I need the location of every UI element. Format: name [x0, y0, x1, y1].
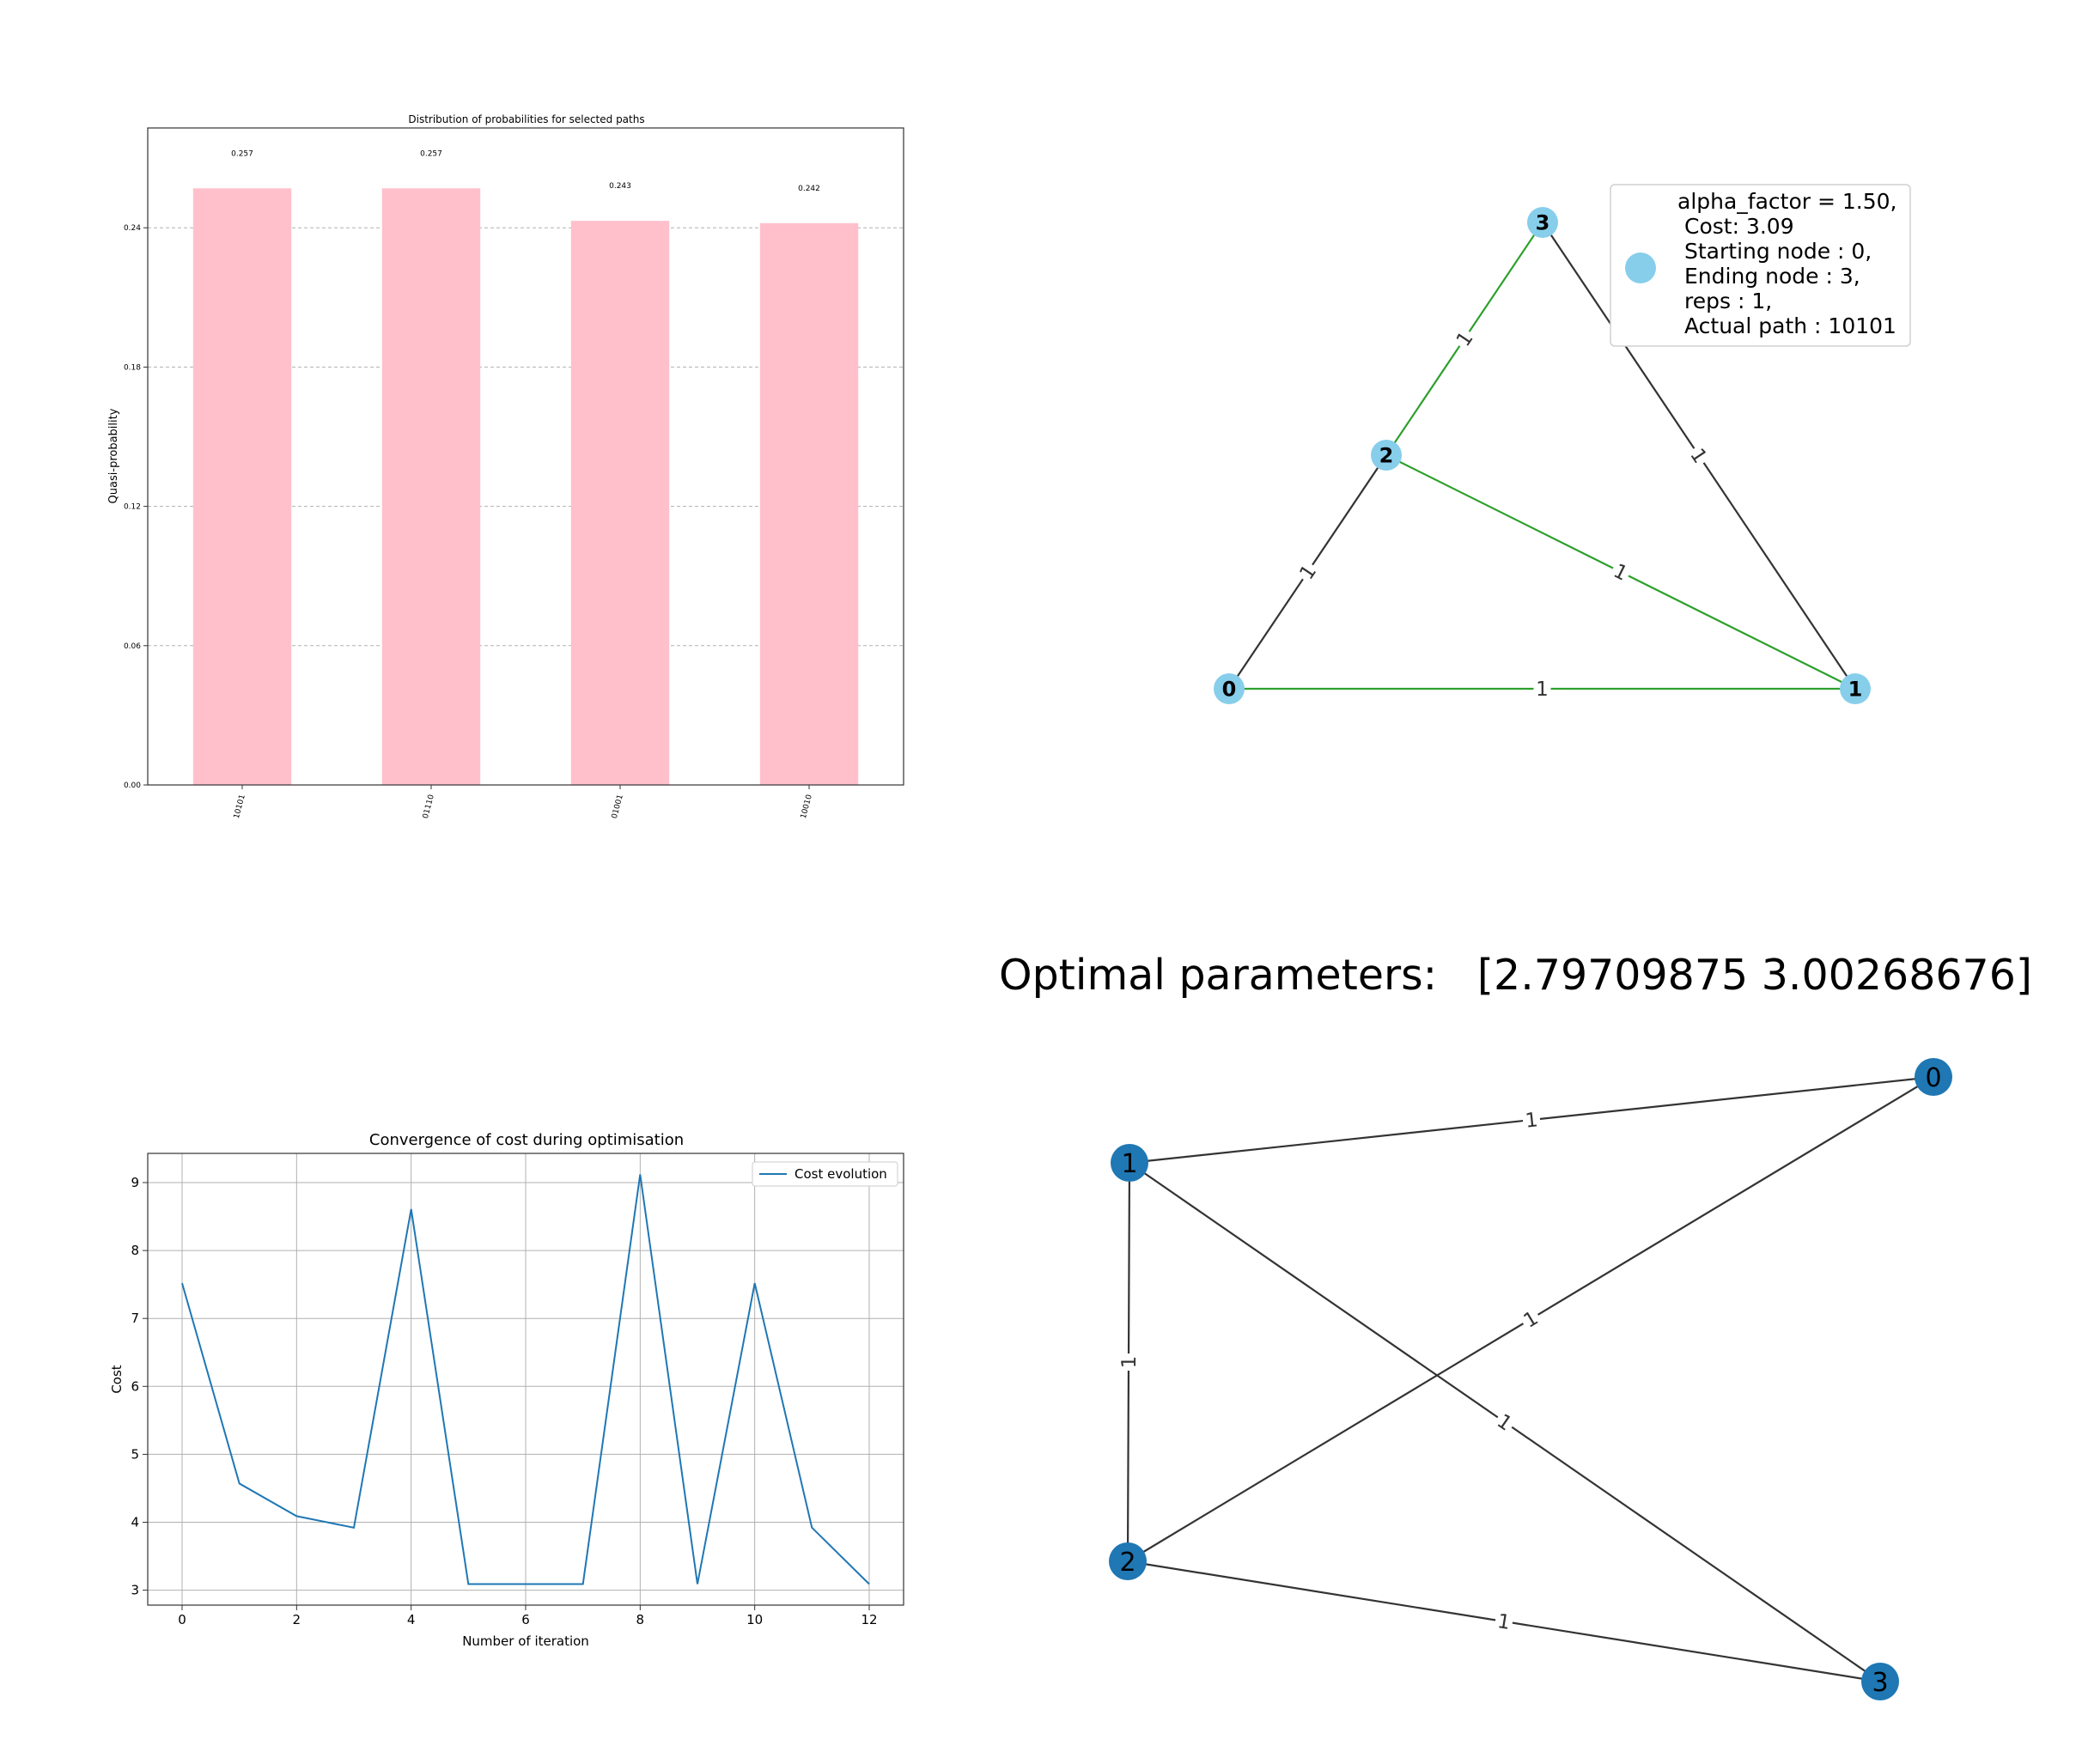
graph-legend-line: Cost: 3.09: [1684, 214, 1794, 239]
line-y-tick-label: 7: [131, 1311, 139, 1326]
graph-top-legend: alpha_factor = 1.50, Cost: 3.09 Starting…: [1610, 184, 1911, 347]
graph-node: [1840, 673, 1871, 704]
line-x-tick-label: 6: [521, 1612, 530, 1627]
bar-x-tick-label: 10101: [233, 794, 247, 819]
bar-x-tick-label: 01001: [611, 794, 625, 819]
graph-edge-label-bg: [1608, 557, 1634, 587]
legend-box: [752, 1161, 898, 1187]
line-y-tick-label: 5: [131, 1446, 139, 1462]
graph-bottom-edges: [1126, 1075, 1934, 1683]
graph-edge-label-bg: [1294, 558, 1322, 586]
graph-legend-line: alpha_factor = 1.50,: [1677, 189, 1897, 214]
bar: [570, 221, 670, 785]
line-x-tick-label: 4: [407, 1612, 416, 1627]
graph-edge-label-bg: [1450, 325, 1479, 353]
line-x-tick-label: 0: [178, 1612, 186, 1627]
graph-node: [1214, 673, 1245, 704]
bar: [759, 222, 859, 785]
graph-node-label: 1: [1848, 678, 1863, 702]
graph-edge-label-bg: [1117, 1353, 1141, 1372]
weighted-graph-top: 11 111 0 123 alpha_factor = 1.50, Cost: 3.…: [1214, 184, 1911, 704]
bar-chart-y-ticks: 0.00 0.06 0.12 0.18 0.24: [124, 224, 148, 790]
graph-edge-weight-label: 1: [1118, 1356, 1141, 1369]
graph-edge-label-bg: [1684, 441, 1714, 470]
line-x-tick-label: 10: [746, 1612, 763, 1627]
bar-chart-title: Distribution of probabilities for select…: [408, 113, 644, 125]
line-chart-panel: Convergence of cost during optimisation …: [109, 1131, 904, 1649]
line-chart-xlabel: Number of iteration: [462, 1633, 589, 1649]
line-y-tick-label: 8: [131, 1243, 139, 1258]
graph-bottom-nodes: 0 1 2 3: [1109, 1058, 1952, 1700]
graph-legend-box: [1610, 184, 1911, 347]
bar-x-tick-label: 10010: [800, 794, 814, 820]
line-chart-legend: Cost evolution: [752, 1161, 898, 1187]
graph-legend-line: Ending node : 3,: [1684, 264, 1860, 289]
graph-node: [1915, 1058, 1952, 1096]
graph-node-label: 3: [1536, 211, 1550, 235]
graph-edge-weight-label: 1: [1536, 678, 1549, 701]
graph-top-nodes: 0 1 2 3: [1214, 207, 1871, 704]
graph-node: [1861, 1663, 1899, 1700]
line-x-tick-label: 8: [636, 1612, 645, 1627]
graph-node-label: 0: [1222, 678, 1237, 702]
graph-edge-weight-label: 1: [1524, 1109, 1538, 1132]
graph-edge-label-bg: [1491, 1408, 1519, 1437]
line-x-tick-label: 12: [861, 1612, 877, 1627]
bar-y-tick-label: 0.24: [124, 224, 141, 233]
bar-value-label: 0.242: [798, 185, 820, 193]
bar-value-label: 0.257: [231, 149, 253, 158]
line-y-tick-label: 3: [131, 1583, 139, 1598]
cost-evolution-line: [181, 1174, 870, 1585]
bar: [192, 188, 292, 785]
bar-y-tick-label: 0.12: [124, 503, 141, 512]
bar-x-tick-label: 01110: [422, 794, 436, 820]
bar-chart-ylabel: Quasi-probability: [107, 408, 120, 503]
graph-legend-marker: [1625, 252, 1656, 283]
bar-y-tick-label: 0.00: [124, 782, 141, 790]
line-chart-x-ticks: 0 2 4 6 8 10 12: [178, 1605, 878, 1627]
line-x-tick-label: 2: [293, 1612, 301, 1627]
line-chart-grid: [148, 1153, 904, 1605]
graph-node: [1371, 440, 1402, 471]
bar-chart-x-ticks: 10101 01110 01001 10010: [233, 785, 814, 819]
line-chart-ylabel: Cost: [109, 1365, 125, 1393]
line-y-tick-label: 6: [131, 1378, 139, 1394]
line-y-tick-label: 4: [131, 1515, 139, 1530]
graph-legend-line: Starting node : 0,: [1684, 239, 1872, 264]
graph-node: [1109, 1542, 1147, 1580]
graph-node-label: 3: [1872, 1668, 1888, 1698]
graph-legend-line: reps : 1,: [1684, 289, 1772, 313]
line-chart-y-ticks: 3 4 5 6 7 8 9: [131, 1175, 148, 1598]
graph-edge-weight-label: 1: [1496, 1610, 1513, 1634]
graph-node-label: 1: [1121, 1149, 1137, 1179]
bar-chart-bars: [192, 188, 859, 785]
bar-value-labels: 0.257 0.257 0.243 0.242: [231, 149, 820, 193]
graph-node-label: 0: [1925, 1063, 1941, 1093]
line-chart-title: Convergence of cost during optimisation: [369, 1131, 684, 1149]
legend-label: Cost evolution: [794, 1166, 887, 1182]
graph-edge-label-bg: [1533, 678, 1551, 700]
graph-edge-label-bg: [1521, 1108, 1542, 1132]
line-y-tick-label: 9: [131, 1175, 139, 1190]
optimal-parameters-label: Optimal parameters: [2.79709875 3.002686…: [999, 951, 2032, 1000]
bar: [381, 188, 481, 785]
bar-chart-frame: [147, 127, 904, 786]
bar-value-label: 0.243: [609, 182, 631, 191]
graph-node: [1111, 1144, 1148, 1182]
graph-node-label: 2: [1379, 444, 1394, 468]
graph-legend-line: Actual path : 10101: [1684, 313, 1896, 338]
bar-y-tick-label: 0.06: [124, 642, 141, 651]
graph-edge-label-bg: [1517, 1305, 1544, 1334]
graph-edge-label-bg: [1494, 1609, 1514, 1634]
bar-chart-panel: Distribution of probabilities for select…: [107, 113, 904, 819]
bar-y-tick-label: 0.18: [124, 363, 141, 372]
graph-node-label: 2: [1119, 1548, 1135, 1578]
bar-value-label: 0.257: [420, 149, 442, 158]
graph-node: [1527, 207, 1558, 238]
